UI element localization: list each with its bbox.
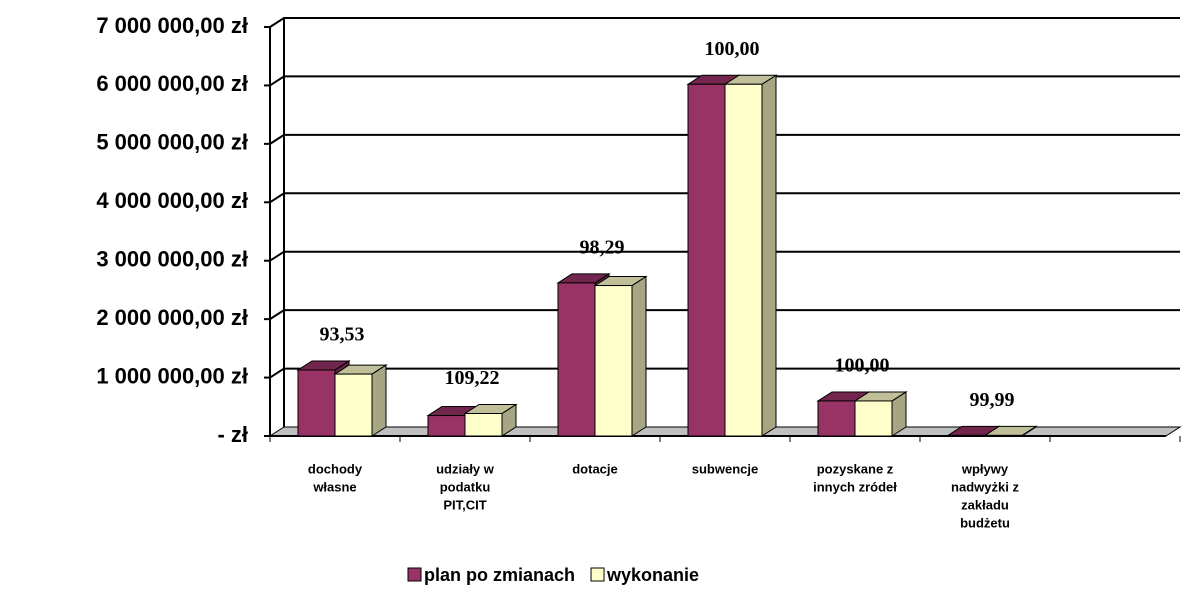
bar-side <box>761 74 777 437</box>
data-label: 109,22 <box>445 367 500 389</box>
x-tick-label: subwencje <box>692 461 758 476</box>
x-tick-label: podatku <box>440 479 491 494</box>
bar-front <box>427 415 466 437</box>
x-tick-label: dochody <box>308 461 363 476</box>
bar <box>853 391 908 437</box>
bar-side <box>371 364 387 437</box>
legend-swatch <box>407 567 422 582</box>
y-tick-label: - zł <box>217 422 248 447</box>
bar <box>983 425 1038 437</box>
bar-front <box>724 83 763 437</box>
x-tick-label: dotacje <box>572 461 618 476</box>
x-tick-label: nadwyżki z <box>951 479 1019 494</box>
y-tick-label: 1 000 000,00 zł <box>96 363 248 388</box>
bar-front <box>854 400 893 437</box>
legend-label: plan po zmianach <box>424 565 575 585</box>
y-tick-label: 6 000 000,00 zł <box>96 71 248 96</box>
data-label: 98,29 <box>580 237 625 259</box>
bar <box>593 275 648 437</box>
bar-front <box>557 282 596 437</box>
bar-front <box>687 83 726 437</box>
bar <box>463 403 518 437</box>
bar-front <box>594 285 633 437</box>
grid-line <box>269 17 1180 28</box>
x-tick-label: budżetu <box>960 515 1010 530</box>
y-tick-label: 7 000 000,00 zł <box>96 13 248 38</box>
bar-front <box>464 413 503 437</box>
bar-front <box>947 434 986 437</box>
x-tick-label: udziały w <box>436 461 495 476</box>
y-tick-label: 5 000 000,00 zł <box>96 130 248 155</box>
y-tick-label: 4 000 000,00 zł <box>96 188 248 213</box>
x-tick-label: PIT,CIT <box>443 497 486 512</box>
bar-front <box>334 373 373 437</box>
data-label: 99,99 <box>970 389 1015 411</box>
bar-side <box>631 275 647 437</box>
bar-front <box>817 400 856 437</box>
data-label: 93,53 <box>320 324 365 346</box>
x-tick-label: własne <box>312 479 356 494</box>
legend-swatch <box>590 567 605 582</box>
bar <box>723 74 778 437</box>
legend-label: wykonanie <box>606 565 699 585</box>
data-label: 100,00 <box>835 355 890 377</box>
bar <box>333 364 388 437</box>
x-tick-label: pozyskane z <box>817 461 894 476</box>
y-tick-label: 2 000 000,00 zł <box>96 305 248 330</box>
data-label: 100,00 <box>705 38 760 60</box>
bar-front <box>297 369 336 437</box>
x-tick-label: zakładu <box>961 497 1009 512</box>
x-tick-label: innych zródeł <box>813 479 897 494</box>
y-tick-label: 3 000 000,00 zł <box>96 247 248 272</box>
bar-front <box>984 434 1023 437</box>
x-tick-label: wpływy <box>961 461 1009 476</box>
